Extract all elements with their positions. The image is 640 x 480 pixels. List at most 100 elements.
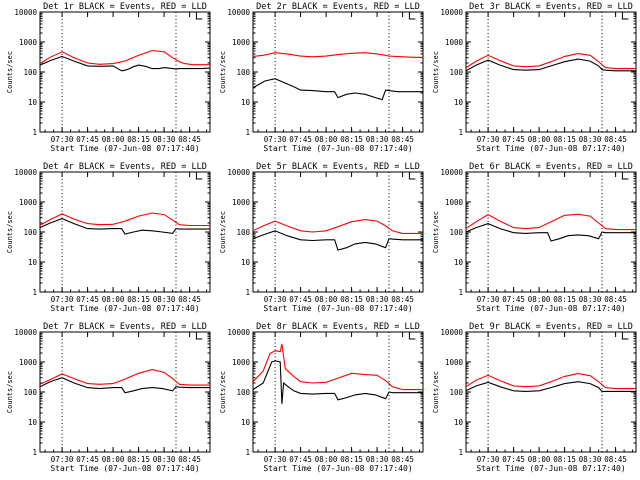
y-axis-label: Counts/sec — [432, 51, 440, 93]
plot-panel-det4r: Det 4r BLACK = Events, RED = LLD 1 10 100 10… — [6, 162, 211, 313]
series-line-events — [465, 223, 636, 242]
bracket-marker — [408, 12, 416, 20]
x-tick-label: 08:00 — [102, 455, 125, 464]
plot-frame — [465, 11, 637, 133]
x-tick-label: 08:00 — [528, 455, 551, 464]
x-tick-label: 08:00 — [102, 295, 125, 304]
plot-frame — [252, 11, 424, 133]
y-axis-label: Counts/sec — [432, 371, 440, 413]
plot-frame — [39, 11, 211, 133]
y-tick-label: 1000 — [19, 198, 38, 207]
x-tick-label: 07:45 — [289, 135, 312, 144]
y-tick-label: 10 — [241, 98, 251, 107]
y-tick-label: 10000 — [14, 168, 37, 177]
bracket-marker — [621, 332, 629, 340]
bracket-marker — [195, 172, 203, 180]
x-tick-label: 08:45 — [178, 455, 201, 464]
x-tick-label: 07:30 — [477, 135, 500, 144]
plot-panel-det1r: Det 1r BLACK = Events, RED = LLD 1 10 100 10… — [6, 2, 211, 153]
y-tick-label: 100 — [449, 68, 463, 77]
x-tick-label: 08:45 — [604, 135, 627, 144]
y-axis-label: Counts/sec — [219, 211, 227, 253]
x-tick-label: 08:15 — [127, 295, 150, 304]
x-tick-label: 08:15 — [553, 455, 576, 464]
x-tick-label: 08:30 — [579, 295, 602, 304]
series-line-events — [39, 218, 210, 235]
x-tick-label: 08:30 — [366, 295, 389, 304]
y-tick-label: 1 — [458, 288, 463, 297]
x-tick-label: 07:30 — [264, 455, 287, 464]
y-tick-label: 1000 — [232, 358, 251, 367]
x-tick-label: 07:45 — [76, 455, 99, 464]
series-line-lld — [252, 52, 423, 58]
series-line-events — [252, 360, 423, 404]
y-tick-label: 1 — [32, 288, 37, 297]
y-tick-label: 10000 — [227, 8, 250, 17]
x-tick-label: 07:45 — [76, 135, 99, 144]
x-tick-label: 07:30 — [264, 295, 287, 304]
y-tick-label: 10 — [28, 418, 38, 427]
plot-frame — [465, 331, 637, 453]
x-tick-label: 08:30 — [153, 135, 176, 144]
x-tick-label: 07:30 — [51, 455, 74, 464]
x-tick-label: 07:30 — [477, 455, 500, 464]
series-line-lld — [252, 219, 423, 234]
panel-title: Det 2r BLACK = Events, RED = LLD — [256, 2, 420, 12]
y-tick-label: 10000 — [14, 8, 37, 17]
y-tick-label: 100 — [236, 388, 250, 397]
x-tick-label: 08:00 — [102, 135, 125, 144]
y-tick-label: 1 — [245, 288, 250, 297]
x-tick-label: 08:30 — [153, 455, 176, 464]
series-line-lld — [465, 53, 636, 70]
y-tick-label: 1 — [32, 128, 37, 137]
y-tick-label: 100 — [449, 228, 463, 237]
y-tick-label: 10000 — [440, 8, 463, 17]
y-tick-label: 1000 — [445, 358, 464, 367]
y-tick-label: 1 — [458, 448, 463, 457]
x-tick-label: 08:45 — [391, 455, 414, 464]
y-axis-label: Counts/sec — [219, 51, 227, 93]
y-tick-label: 10 — [454, 418, 464, 427]
x-tick-label: 08:15 — [340, 295, 363, 304]
y-tick-label: 10 — [241, 418, 251, 427]
y-tick-label: 1 — [245, 448, 250, 457]
x-tick-label: 08:45 — [178, 135, 201, 144]
y-tick-label: 100 — [23, 388, 37, 397]
y-tick-label: 100 — [449, 388, 463, 397]
x-tick-label: 07:45 — [502, 455, 525, 464]
panel-title: Det 1r BLACK = Events, RED = LLD — [43, 2, 207, 12]
x-tick-label: 07:30 — [477, 295, 500, 304]
panel-title: Det 4r BLACK = Events, RED = LLD — [43, 162, 207, 172]
series-line-events — [39, 377, 210, 394]
x-axis-label: Start Time (07-Jun-08 07:17:40) — [476, 144, 625, 153]
plot-panel-det3r: Det 3r BLACK = Events, RED = LLD 1 10 100 10… — [432, 2, 637, 153]
y-tick-label: 100 — [23, 228, 37, 237]
x-tick-label: 07:30 — [51, 295, 74, 304]
x-axis-label: Start Time (07-Jun-08 07:17:40) — [263, 144, 412, 153]
x-tick-label: 08:00 — [528, 295, 551, 304]
x-tick-label: 08:00 — [315, 135, 338, 144]
x-tick-label: 08:45 — [604, 295, 627, 304]
series-line-events — [252, 78, 423, 101]
x-axis-label: Start Time (07-Jun-08 07:17:40) — [476, 464, 625, 473]
x-tick-label: 08:30 — [579, 455, 602, 464]
plot-panel-det5r: Det 5r BLACK = Events, RED = LLD 1 10 100 10… — [219, 162, 424, 313]
panel-title: Det 9r BLACK = Events, RED = LLD — [469, 322, 633, 332]
plot-panel-det8r: Det 8r BLACK = Events, RED = LLD 1 10 100 10… — [219, 322, 424, 473]
x-tick-label: 08:30 — [366, 455, 389, 464]
y-tick-label: 1000 — [19, 38, 38, 47]
y-tick-label: 10000 — [14, 328, 37, 337]
plot-frame — [39, 171, 211, 293]
x-tick-label: 08:45 — [391, 295, 414, 304]
x-axis-label: Start Time (07-Jun-08 07:17:40) — [50, 304, 199, 313]
series-line-events — [252, 230, 423, 251]
x-axis-label: Start Time (07-Jun-08 07:17:40) — [50, 144, 199, 153]
x-tick-label: 07:30 — [264, 135, 287, 144]
x-tick-label: 08:15 — [127, 135, 150, 144]
x-axis-label: Start Time (07-Jun-08 07:17:40) — [263, 464, 412, 473]
y-axis-label: Counts/sec — [219, 371, 227, 413]
x-axis-label: Start Time (07-Jun-08 07:17:40) — [263, 304, 412, 313]
x-tick-label: 07:45 — [76, 295, 99, 304]
series-line-events — [465, 381, 636, 392]
bracket-marker — [408, 332, 416, 340]
